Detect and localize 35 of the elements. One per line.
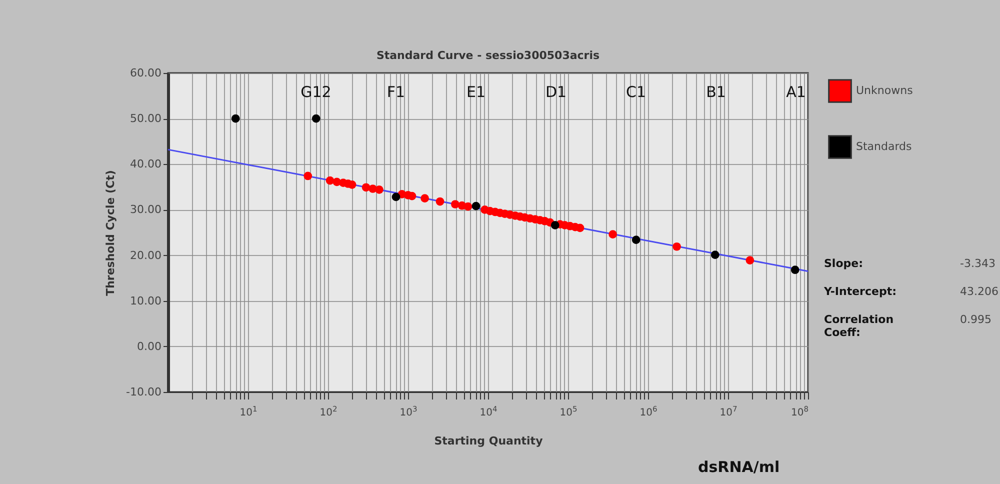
x-tick-label: 10$^{6}$ — [640, 404, 658, 418]
x-tick-label: 10$^{7}$ — [720, 404, 738, 418]
text: Slope: — [824, 257, 863, 270]
y-tick-label: 40.00 — [130, 158, 162, 171]
annotation: F1 — [386, 83, 406, 101]
legend-label: Unknowns — [856, 84, 914, 97]
annotation: B1 — [706, 83, 726, 101]
annotation: D1 — [545, 83, 567, 101]
y-tick-label: 50.00 — [130, 112, 162, 126]
x-tick-label: 10$^{1}$ — [240, 404, 258, 418]
annotation: C1 — [626, 83, 646, 101]
text: Correlation Coeff: — [824, 313, 894, 339]
annotation: A1 — [786, 83, 806, 101]
y-tick-label: 0.00 — [137, 340, 162, 353]
y-axis-title: Threshold Cycle (Ct) — [104, 170, 118, 296]
y-tick-label: 10.00 — [130, 294, 162, 308]
text: dsRNA/ml — [698, 458, 780, 476]
y-tick-label: 30.00 — [130, 203, 162, 216]
x-tick-label: 10$^{3}$ — [400, 404, 418, 418]
x-tick-label: 10$^{4}$ — [480, 404, 498, 418]
text: 0.995 — [960, 313, 992, 326]
x-tick-label: 10$^{5}$ — [560, 404, 578, 418]
text: -3.343 — [960, 257, 996, 270]
x-axis-title: Starting Quantity — [434, 434, 543, 448]
text: Y-Intercept: — [823, 285, 896, 298]
y-tick-label: 20.00 — [130, 248, 162, 262]
legend-label: Standards — [856, 140, 912, 153]
y-tick-label: 60.00 — [130, 66, 162, 80]
chart-title: Standard Curve - sessio300503acris — [376, 49, 600, 62]
annotation: E1 — [466, 83, 486, 101]
x-tick-label: 10$^{8}$ — [790, 404, 809, 418]
x-tick-label: 10$^{2}$ — [320, 404, 338, 418]
text: 43.206 — [960, 285, 998, 298]
annotation: G12 — [300, 83, 332, 101]
y-tick-label: -10.00 — [126, 386, 162, 398]
